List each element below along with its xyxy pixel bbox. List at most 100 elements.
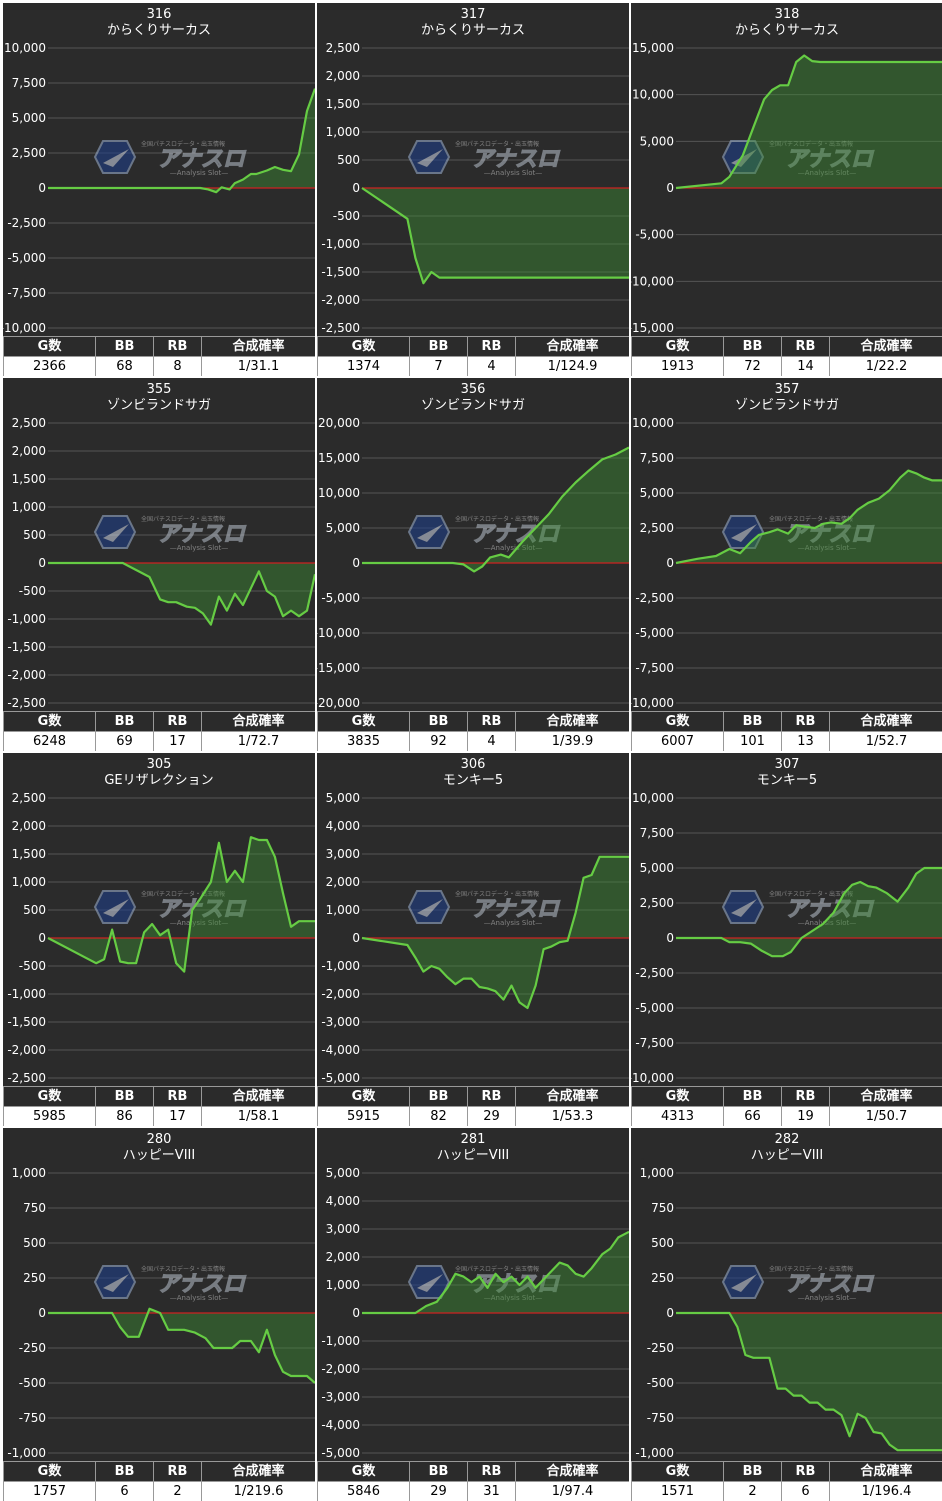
- bb-header: BB: [410, 1087, 468, 1107]
- area-fill: [676, 56, 942, 189]
- y-tick-label: 0: [352, 181, 360, 195]
- watermark-small-text: 全国パチスロデータ・出玉情報: [141, 140, 225, 148]
- y-tick-label: 10,000: [632, 88, 674, 102]
- rb-header: RB: [154, 1087, 202, 1107]
- games-header: G数: [632, 337, 724, 357]
- y-tick-label: 0: [38, 931, 46, 945]
- y-tick-label: 1,500: [326, 97, 360, 111]
- area-fill: [676, 1313, 942, 1450]
- y-tick-label: -250: [19, 1341, 46, 1355]
- prob-header: 合成確率: [202, 337, 316, 357]
- y-tick-label: -3,000: [321, 1390, 360, 1404]
- line-chart: 10,0007,5005,0002,5000-2,500-5,000-7,500…: [3, 3, 315, 336]
- bb-value: 86: [96, 1107, 154, 1127]
- rb-value: 31: [468, 1482, 516, 1501]
- y-tick-label: 15,000: [318, 451, 360, 465]
- prob-value: 1/52.7: [830, 732, 942, 752]
- rb-value: 13: [782, 732, 830, 752]
- y-tick-label: -2,000: [7, 1043, 46, 1057]
- prob-header: 合成確率: [202, 1087, 316, 1107]
- rb-header: RB: [782, 337, 830, 357]
- prob-header: 合成確率: [516, 1462, 630, 1482]
- y-tick-label: 1,500: [12, 847, 46, 861]
- bb-header: BB: [96, 712, 154, 732]
- watermark-small-text: 全国パチスロデータ・出玉情報: [455, 1265, 539, 1273]
- y-tick-label: -5,000: [321, 591, 360, 605]
- y-tick-label: 2,500: [326, 41, 360, 55]
- watermark-tagline: —Analysis Slot—: [170, 1294, 228, 1302]
- y-tick-label: -2,500: [7, 696, 46, 710]
- y-tick-label: 5,000: [640, 486, 674, 500]
- rb-header: RB: [782, 1462, 830, 1482]
- y-tick-label: -1,000: [635, 1446, 674, 1460]
- y-tick-label: 1,000: [326, 125, 360, 139]
- area-fill: [48, 563, 315, 625]
- watermark-small-text: 全国パチスロデータ・出玉情報: [141, 1265, 225, 1273]
- area-fill: [362, 857, 629, 1008]
- y-tick-label: 0: [352, 556, 360, 570]
- y-tick-label: 7,500: [640, 451, 674, 465]
- watermark-small-text: 全国パチスロデータ・出玉情報: [455, 140, 539, 148]
- y-tick-label: 1,000: [326, 903, 360, 917]
- y-tick-label: -2,500: [635, 966, 674, 980]
- y-tick-label: 7,500: [640, 826, 674, 840]
- y-tick-label: -2,500: [635, 591, 674, 605]
- y-tick-label: -2,000: [321, 1362, 360, 1376]
- y-tick-label: 10,000: [632, 416, 674, 430]
- line-chart: 10,0007,5005,0002,5000-2,500-5,000-7,500…: [631, 753, 942, 1086]
- y-tick-label: -10,000: [631, 696, 674, 710]
- rb-header: RB: [468, 337, 516, 357]
- y-tick-label: 2,500: [12, 416, 46, 430]
- y-tick-label: 750: [651, 1201, 674, 1215]
- line-chart: 2,5002,0001,5001,0005000-500-1,000-1,500…: [3, 753, 315, 1086]
- watermark-small-text: 全国パチスロデータ・出玉情報: [455, 515, 539, 523]
- games-value: 2366: [4, 357, 96, 377]
- y-tick-label: -7,500: [635, 661, 674, 675]
- y-tick-label: 3,000: [326, 847, 360, 861]
- watermark-small-text: 全国パチスロデータ・出玉情報: [769, 515, 853, 523]
- y-tick-label: -10,000: [317, 626, 360, 640]
- y-tick-label: -2,500: [321, 321, 360, 335]
- rb-value: 29: [468, 1107, 516, 1127]
- bb-value: 66: [724, 1107, 782, 1127]
- bb-header: BB: [410, 712, 468, 732]
- bb-header: BB: [724, 1087, 782, 1107]
- y-tick-label: -750: [19, 1411, 46, 1425]
- line-chart: 5,0004,0003,0002,0001,0000-1,000-2,000-3…: [317, 753, 629, 1086]
- y-tick-label: 2,000: [12, 819, 46, 833]
- y-tick-label: -10,000: [631, 274, 674, 288]
- y-tick-label: 10,000: [4, 41, 46, 55]
- prob-value: 1/72.7: [202, 732, 316, 752]
- y-tick-label: 2,000: [326, 1250, 360, 1264]
- rb-value: 19: [782, 1107, 830, 1127]
- y-tick-label: 0: [666, 1306, 674, 1320]
- prob-value: 1/50.7: [830, 1107, 942, 1127]
- bb-value: 7: [410, 357, 468, 377]
- y-tick-label: 10,000: [318, 486, 360, 500]
- area-fill: [362, 188, 629, 283]
- line-chart: 2,5002,0001,5001,0005000-500-1,000-1,500…: [317, 3, 629, 336]
- games-header: G数: [632, 1462, 724, 1482]
- rb-value: 6: [782, 1482, 830, 1501]
- y-tick-label: -500: [19, 584, 46, 598]
- bb-value: 92: [410, 732, 468, 752]
- y-tick-label: -5,000: [7, 251, 46, 265]
- games-value: 5846: [318, 1482, 410, 1501]
- rb-header: RB: [154, 712, 202, 732]
- y-tick-label: 2,000: [12, 444, 46, 458]
- line-chart: 1,0007505002500-250-500-750-1,000アナスロ全国パ…: [631, 1128, 942, 1461]
